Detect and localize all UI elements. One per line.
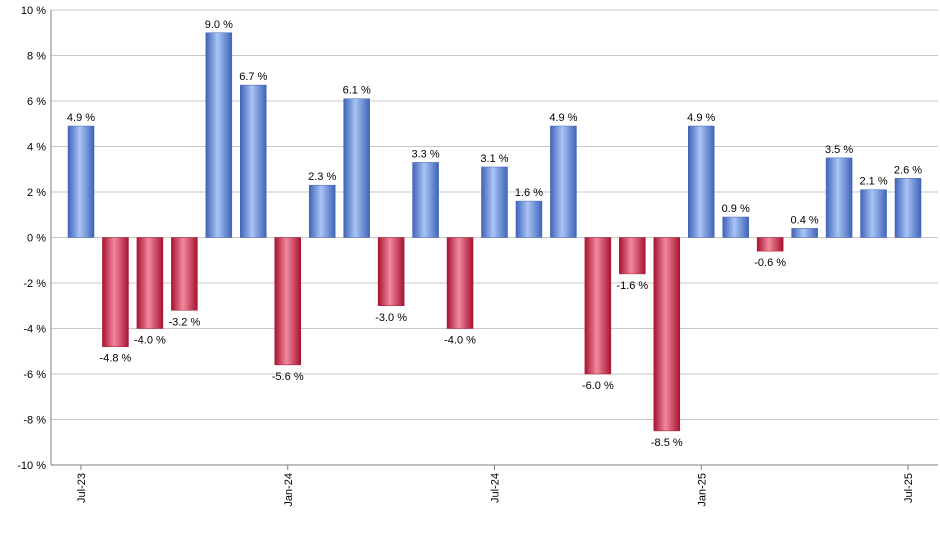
y-tick-label: 10 %	[21, 5, 46, 17]
bar-Mar-24	[343, 98, 370, 238]
x-tick-label: Jul-23	[76, 473, 88, 503]
bar-May-25	[825, 157, 853, 238]
y-tick-label: 2 %	[27, 187, 46, 199]
bar-Aug-24	[515, 200, 543, 238]
y-tick-label: -6 %	[23, 369, 46, 381]
bar-Jul-25	[894, 178, 922, 238]
data-label: 3.1 %	[480, 153, 508, 165]
y-tick-label: -4 %	[23, 324, 46, 336]
data-label: 6.7 %	[239, 71, 267, 83]
data-label: -1.6 %	[616, 280, 648, 292]
bar-Sep-23	[136, 237, 164, 329]
data-label: -4.0 %	[134, 335, 166, 347]
bar-Nov-24	[619, 237, 646, 275]
y-tick-label: 0 %	[27, 233, 46, 245]
y-axis-tick-labels: -10 % -8 % -6 % -4 % -2 % 0 % 2 % 4 % 6 % 8 % 10 %	[17, 5, 46, 472]
data-label: 2.1 %	[859, 176, 887, 188]
data-label: -0.6 %	[754, 257, 786, 269]
bar-Jun-24	[446, 237, 474, 329]
y-tick-label: 8 %	[27, 51, 46, 63]
data-label: 3.5 %	[825, 144, 853, 156]
y-tick-label: 6 %	[27, 96, 46, 108]
data-label: 6.1 %	[343, 85, 371, 97]
data-label: -5.6 %	[272, 371, 304, 383]
bar-Feb-24	[308, 184, 336, 238]
data-label: 0.9 %	[722, 203, 750, 215]
data-label: -3.2 %	[168, 316, 200, 328]
x-tick-label: Jan-25	[696, 473, 708, 507]
bars	[67, 32, 922, 432]
data-label: -3.0 %	[375, 312, 407, 324]
bar-Dec-24	[653, 237, 681, 432]
data-label: -6.0 %	[582, 380, 614, 392]
y-tick-label: -8 %	[23, 415, 46, 427]
x-tick-label: Jul-24	[490, 473, 502, 503]
bar-Mar-25	[756, 237, 784, 252]
x-tick-label: Jul-25	[903, 473, 915, 503]
data-label: -8.5 %	[651, 437, 683, 449]
bar-Sep-24	[550, 125, 577, 238]
data-label: 4.9 %	[687, 112, 715, 124]
y-tick-label: 4 %	[27, 142, 46, 154]
data-label: 0.4 %	[791, 214, 819, 226]
data-labels: 4.9 %-4.8 %-4.0 %-3.2 %9.0 %6.7 %-5.6 %2…	[67, 19, 922, 449]
bar-Jan-25	[688, 125, 715, 238]
bar-Feb-25	[722, 216, 749, 238]
data-label: -4.8 %	[100, 353, 132, 365]
bar-Aug-23	[102, 237, 129, 347]
bar-Jul-24	[481, 166, 508, 238]
bar-Jun-25	[860, 189, 887, 238]
x-axis-tick-labels: Jul-23 Jan-24 Jul-24 Jan-25 Jul-25	[76, 465, 915, 507]
bar-Apr-25	[791, 228, 818, 238]
bar-Jan-24	[274, 237, 301, 366]
data-label: -4.0 %	[444, 335, 476, 347]
y-tick-label: -10 %	[17, 460, 46, 472]
bar-May-24	[412, 162, 439, 238]
bar-Jul-23	[67, 125, 95, 238]
x-tick-label: Jan-24	[283, 473, 295, 507]
data-label: 2.3 %	[308, 171, 336, 183]
data-label: 1.6 %	[515, 187, 543, 199]
bar-Oct-23	[171, 237, 198, 311]
data-label: 3.3 %	[412, 148, 440, 160]
y-tick-label: -2 %	[23, 278, 46, 290]
bar-Oct-24	[584, 237, 612, 375]
data-label: 4.9 %	[67, 112, 95, 124]
data-label: 4.9 %	[549, 112, 577, 124]
bar-Nov-23	[205, 32, 233, 238]
bar-Dec-23	[240, 84, 267, 238]
bar-Apr-24	[377, 237, 405, 306]
data-label: 9.0 %	[205, 19, 233, 31]
data-label: 2.6 %	[894, 164, 922, 176]
